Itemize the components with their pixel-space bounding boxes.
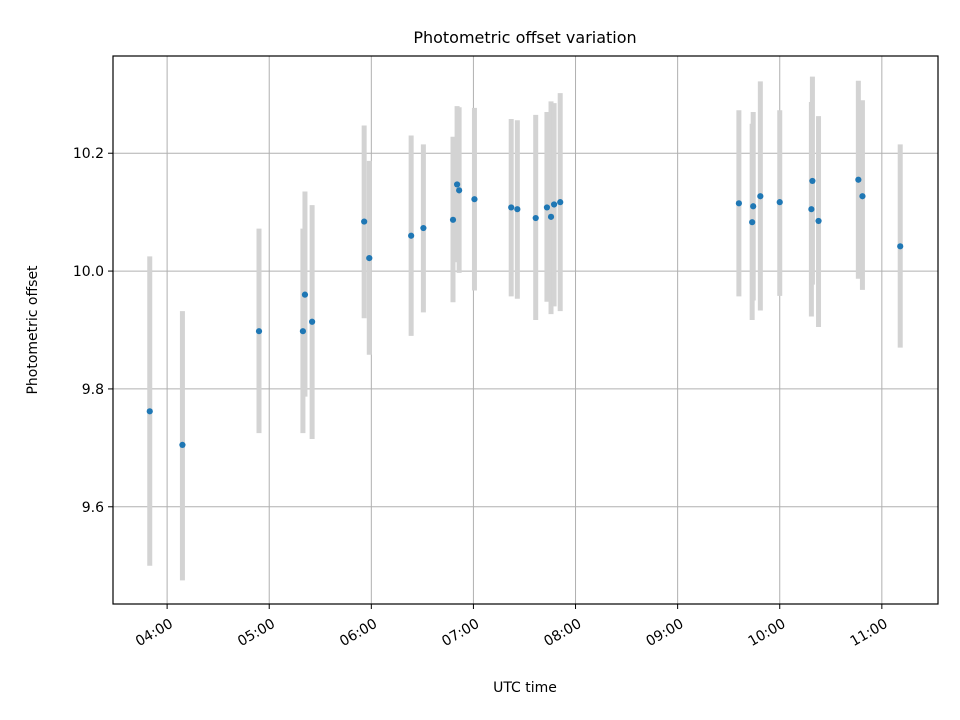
data-point	[514, 206, 521, 213]
data-point	[543, 204, 551, 211]
data-point	[309, 318, 316, 325]
data-point	[897, 243, 904, 250]
y-axis-label: Photometric offset	[25, 265, 41, 395]
data-point	[146, 408, 153, 415]
data-point	[735, 200, 742, 207]
data-point	[508, 204, 515, 211]
data-point	[449, 216, 457, 223]
y-tick-label: 9.6	[82, 500, 104, 516]
data-point	[453, 181, 461, 188]
data-point	[808, 206, 815, 213]
data-point	[255, 328, 263, 335]
data-point	[532, 214, 539, 222]
data-point	[809, 177, 816, 185]
y-tick-label: 10.2	[73, 146, 104, 162]
data-point	[757, 193, 764, 200]
data-point	[471, 196, 478, 203]
x-axis-label: UTC time	[493, 680, 557, 696]
data-point	[859, 193, 866, 200]
grid-layer	[113, 56, 938, 604]
data-point	[749, 219, 756, 226]
data-point	[550, 201, 558, 208]
data-point	[547, 213, 555, 220]
chart-title: Photometric offset variation	[413, 28, 636, 47]
data-point	[361, 218, 368, 225]
data-point	[408, 232, 415, 239]
y-tick-label: 10.0	[73, 264, 104, 280]
data-point	[301, 291, 309, 298]
data-point	[366, 255, 373, 262]
y-tick-label: 9.8	[82, 382, 104, 398]
data-point	[557, 199, 564, 206]
data-point	[179, 441, 186, 449]
marker-layer	[146, 176, 904, 449]
data-point	[855, 176, 862, 183]
data-point	[815, 217, 822, 225]
plot-area-frame	[112, 55, 939, 605]
data-point	[776, 199, 783, 206]
data-point	[420, 224, 427, 232]
data-point	[456, 187, 463, 194]
data-point	[299, 328, 307, 335]
data-point	[750, 203, 757, 210]
